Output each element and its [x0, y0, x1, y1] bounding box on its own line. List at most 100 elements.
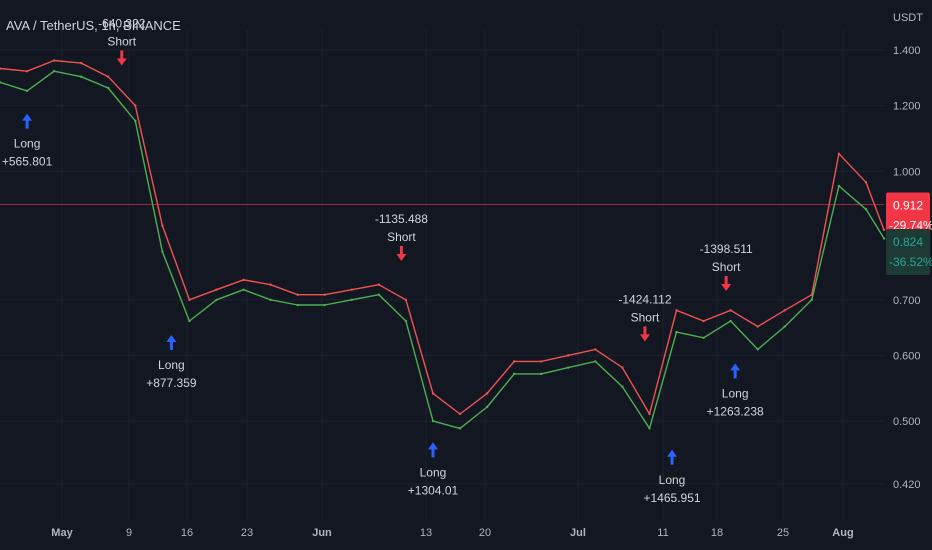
x-tick-label: 20 — [479, 527, 491, 539]
trade-signals-group: Long +565.801 -640.322 Short Long +877.359 -11… — [2, 17, 764, 505]
price-series-line-0 — [0, 70, 885, 430]
last-price-badge — [886, 192, 930, 239]
x-tick-label: 16 — [181, 527, 193, 539]
long-arrow-icon — [667, 449, 678, 465]
price-axis[interactable]: 1.400 1.200 1.000 0.700 0.600 0.500 0.420 — [893, 45, 921, 491]
signal-direction-label: Long — [14, 137, 41, 151]
price-point — [161, 224, 164, 227]
price-point — [648, 427, 651, 430]
signal-long-8: Long +1263.238 — [707, 363, 764, 418]
signal-value-label: -1424.112 — [618, 292, 671, 306]
y-tick-label: 1.400 — [893, 45, 921, 57]
chart-title: AVA / TetherUS, 1h, BINANCE — [6, 18, 181, 33]
time-axis[interactable]: May 9 16 23 Jun 13 20 Jul 11 18 25 Aug — [51, 527, 853, 539]
y-tick-label: 1.200 — [893, 101, 921, 113]
price-point — [485, 392, 489, 395]
x-tick-label: 13 — [420, 527, 432, 539]
price-point — [404, 298, 408, 302]
price-point — [323, 303, 326, 307]
signal-long-0: Long +565.801 — [2, 113, 53, 169]
y-tick-label: 0.700 — [893, 295, 921, 307]
price-point — [188, 319, 191, 323]
secondary-price-badge — [886, 229, 930, 276]
price-point — [215, 288, 218, 291]
signal-short-5: -1424.112 Short — [618, 292, 672, 342]
signal-direction-label: Long — [659, 473, 686, 487]
price-point — [242, 278, 245, 282]
price-point — [729, 319, 732, 323]
signal-short-1: -640.322 Short — [98, 17, 146, 66]
price-point — [134, 119, 137, 123]
signal-long-4: Long +1304.01 — [408, 442, 459, 497]
signal-value-label: -1135.488 — [375, 212, 428, 226]
price-point — [52, 59, 56, 62]
x-tick-label: Aug — [832, 527, 853, 539]
y-tick-label: 1.000 — [893, 166, 921, 178]
price-point — [729, 309, 732, 312]
signal-direction-label: Long — [158, 358, 185, 372]
price-point — [783, 325, 786, 328]
signal-direction-label: Short — [712, 260, 741, 274]
price-point — [675, 309, 678, 312]
price-point — [0, 81, 2, 84]
price-point — [567, 366, 570, 369]
price-point — [79, 75, 83, 78]
price-point — [296, 293, 299, 296]
signal-value-label: +877.359 — [146, 376, 197, 390]
x-tick-label: May — [51, 527, 73, 539]
long-arrow-icon — [427, 442, 438, 458]
price-point — [864, 181, 868, 184]
price-point — [540, 372, 543, 376]
price-series-group — [0, 59, 886, 430]
short-arrow-icon — [116, 50, 127, 66]
price-point — [350, 298, 353, 302]
x-tick-label: Jun — [312, 527, 332, 539]
price-point — [188, 298, 191, 302]
price-point — [377, 283, 381, 286]
price-point — [107, 86, 110, 90]
price-point — [621, 385, 624, 388]
price-point — [702, 336, 705, 340]
price-point — [567, 354, 570, 357]
price-unit-label: USDT — [893, 12, 923, 24]
price-point — [756, 348, 759, 351]
x-tick-label: 23 — [241, 527, 253, 539]
price-point — [215, 298, 218, 302]
signal-direction-label: Short — [631, 310, 660, 324]
price-point — [25, 70, 29, 73]
y-tick-label: 0.600 — [893, 350, 921, 362]
long-arrow-icon — [166, 335, 177, 351]
chart-grid — [0, 30, 884, 520]
x-tick-label: 11 — [657, 527, 668, 539]
price-point — [323, 293, 326, 296]
signal-long-2: Long +877.359 — [146, 335, 197, 390]
price-point — [756, 325, 759, 328]
price-point — [52, 70, 56, 73]
x-tick-label: 18 — [711, 527, 723, 539]
secondary-change-text: -36.52% — [889, 255, 932, 269]
price-point — [540, 360, 543, 363]
price-badges: 0.912 -29.74% 0.824 -36.52% — [886, 192, 932, 276]
x-tick-label: 25 — [777, 527, 789, 539]
last-price-text: 0.912 — [893, 198, 923, 212]
price-point — [837, 152, 841, 155]
signal-long-6: Long +1465.951 — [643, 449, 701, 505]
price-point — [783, 309, 786, 312]
price-point — [864, 208, 868, 211]
price-point — [242, 288, 245, 291]
price-point — [621, 366, 624, 369]
price-point — [269, 283, 272, 286]
price-point — [594, 360, 597, 363]
price-point — [296, 303, 299, 307]
price-point — [0, 67, 2, 70]
signal-value-label: +1263.238 — [707, 404, 764, 418]
price-point — [377, 293, 381, 296]
price-point — [512, 372, 516, 376]
price-series-line-1 — [0, 59, 885, 415]
y-tick-label: 0.420 — [893, 479, 921, 491]
price-point — [648, 412, 651, 416]
signal-value-label: +1304.01 — [408, 483, 459, 497]
short-arrow-icon — [639, 326, 650, 342]
